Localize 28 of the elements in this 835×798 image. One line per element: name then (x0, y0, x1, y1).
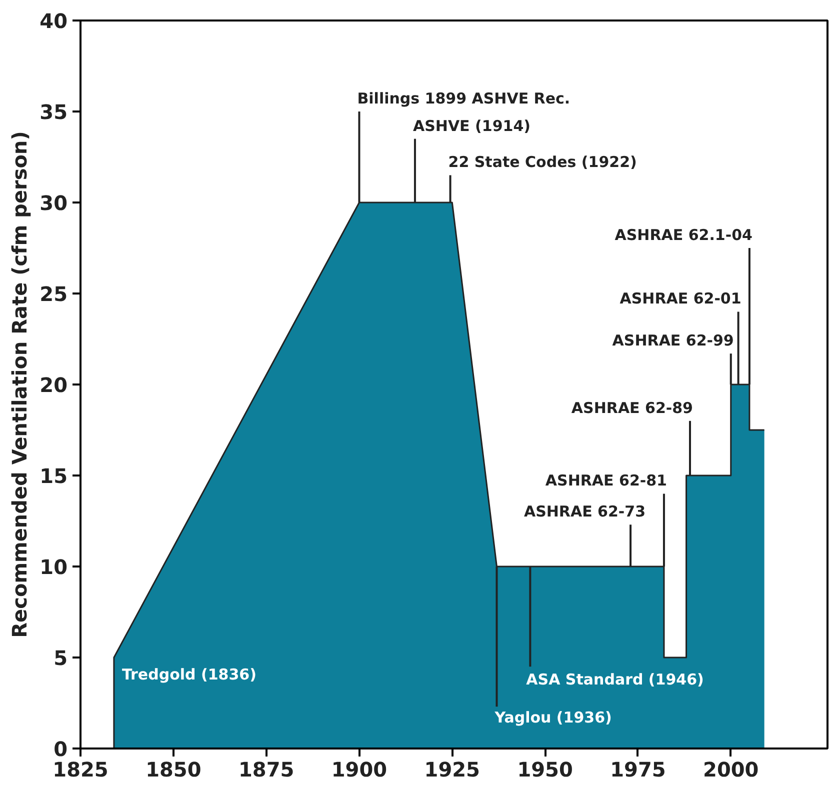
annotation: ASHRAE 62-73 (524, 502, 646, 521)
annotation: ASHRAE 62-99 (612, 332, 734, 350)
annotation: 22 State Codes (1922) (448, 153, 637, 172)
y-tick-label: 20 (40, 373, 68, 397)
annotation: ASHRAE 62-89 (571, 398, 694, 417)
annotation: Billings 1899 ASHVE Rec. (357, 90, 570, 108)
x-tick-label: 1900 (331, 758, 388, 782)
y-tick-label: 40 (40, 9, 68, 33)
y-tick-label: 30 (40, 191, 68, 215)
y-tick-label: 25 (40, 282, 68, 306)
annotation: ASHRAE 62-81 (545, 472, 667, 490)
x-tick-label: 1975 (610, 758, 666, 782)
x-tick-label: 2000 (703, 758, 759, 782)
annotation: ASHRAE 62-01 (620, 290, 742, 308)
y-tick-label: 10 (40, 555, 68, 579)
x-tick-label: 1875 (238, 758, 294, 782)
x-tick-label: 1925 (424, 758, 480, 782)
annotation: Tredgold (1836) (122, 666, 256, 684)
x-tick-label: 1950 (517, 758, 573, 782)
y-tick-label: 5 (54, 646, 68, 670)
x-tick-label: 1850 (146, 758, 202, 782)
annotation: ASA Standard (1946) (526, 670, 704, 689)
annotation: ASHVE (1914) (412, 116, 530, 135)
y-axis-title: Recommended Ventilation Rate (cfm person) (8, 131, 32, 638)
annotation: ASHRAE 62.1-04 (614, 226, 752, 244)
y-tick-label: 15 (40, 464, 68, 488)
annotation: Yaglou (1936) (494, 708, 612, 727)
y-tick-label: 35 (40, 100, 68, 124)
